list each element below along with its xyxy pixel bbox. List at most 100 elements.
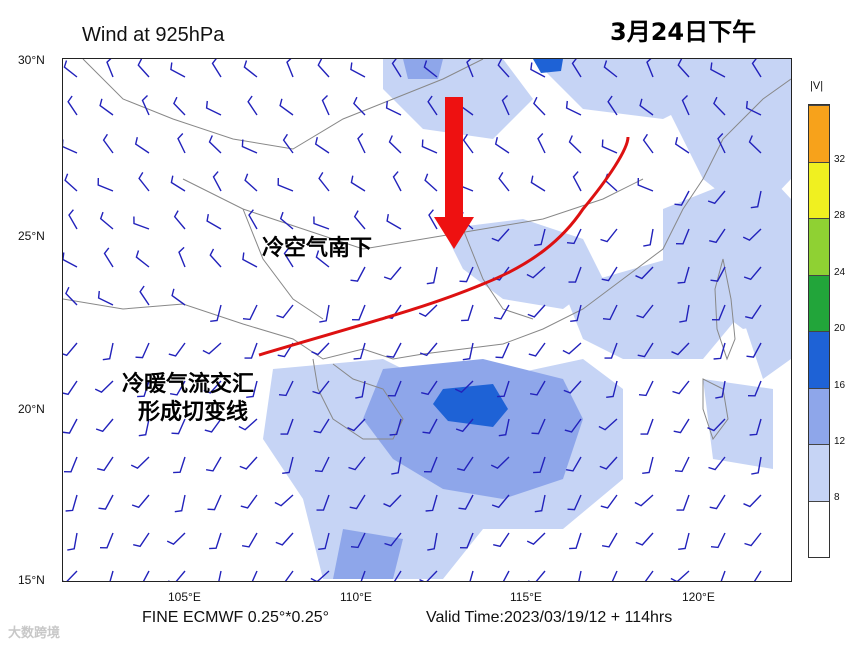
wind-barb xyxy=(751,456,762,475)
wind-barb xyxy=(141,95,150,116)
wind-barbs xyxy=(63,59,762,581)
wind-barb xyxy=(99,211,114,230)
wind-barb xyxy=(347,418,366,432)
wind-barb xyxy=(316,494,330,511)
wind-barb xyxy=(243,60,258,78)
country-borders xyxy=(63,59,791,441)
wind-barb xyxy=(600,494,618,509)
wind-barb xyxy=(459,532,474,549)
wind-barb xyxy=(634,494,654,507)
wind-barb xyxy=(526,266,546,279)
lon-label: 120°E xyxy=(682,590,715,604)
wind-barb xyxy=(497,59,510,78)
wind-barb xyxy=(135,250,150,268)
wind-barb xyxy=(529,380,546,396)
wind-barb xyxy=(674,137,690,154)
wind-barb xyxy=(708,456,726,471)
wind-barb xyxy=(427,532,438,551)
wind-barb xyxy=(530,175,546,192)
wind-barb xyxy=(204,418,222,433)
wind-barb xyxy=(531,418,546,435)
colorbar-label: 20 xyxy=(834,323,846,334)
wind-barb xyxy=(63,252,78,268)
wind-barb xyxy=(715,380,726,399)
wind-barb xyxy=(639,98,654,116)
wind-barb xyxy=(314,137,330,154)
wind-barb xyxy=(171,418,186,435)
wind-barb xyxy=(742,228,762,241)
wind-barb xyxy=(63,139,78,154)
wind-barb xyxy=(353,96,366,116)
wind-barb xyxy=(274,494,294,507)
wind-barb xyxy=(493,532,510,548)
wind-barb xyxy=(389,418,402,436)
wind-barb xyxy=(239,456,258,470)
wind-barb xyxy=(134,137,150,154)
map-frame xyxy=(62,58,792,582)
wind-barb xyxy=(498,172,510,192)
colorbar-segment xyxy=(809,500,829,557)
wind-barb xyxy=(424,173,438,192)
shear-line xyxy=(258,136,630,357)
wind-barb xyxy=(99,98,114,116)
wind-barb xyxy=(744,532,762,547)
wind-barb xyxy=(353,210,366,230)
wind-barb xyxy=(313,418,330,434)
wind-barb xyxy=(65,494,78,512)
wind-barb xyxy=(498,418,510,437)
wind-barb xyxy=(707,190,726,205)
wind-barb xyxy=(65,286,78,306)
wind-barb xyxy=(242,252,258,268)
wind-barb xyxy=(350,175,366,192)
wind-barb xyxy=(461,304,474,322)
wind-barb xyxy=(426,266,438,285)
wind-barb xyxy=(311,342,330,356)
wind-barb xyxy=(750,190,762,209)
wind-barb xyxy=(709,494,726,510)
wind-barb xyxy=(177,133,186,154)
wind-barb xyxy=(315,250,330,268)
wind-barb xyxy=(681,95,690,116)
wind-barb xyxy=(643,228,654,247)
wind-barb xyxy=(248,209,258,230)
wind-barb xyxy=(675,228,690,245)
wind-barb xyxy=(98,494,114,510)
wind-barb xyxy=(567,494,582,511)
wind-barb xyxy=(277,177,294,192)
wind-barb xyxy=(384,532,402,547)
wind-barb xyxy=(421,139,438,154)
wind-barb xyxy=(607,95,618,116)
wind-barb xyxy=(166,532,186,545)
wind-barb xyxy=(209,248,222,268)
cold-air-arrow xyxy=(434,97,474,249)
wind-barb xyxy=(679,304,690,323)
wind-barb xyxy=(570,304,582,322)
wind-barb xyxy=(527,304,546,318)
wind-barb xyxy=(168,570,186,581)
wind-barb xyxy=(637,342,654,358)
wind-barb xyxy=(578,570,582,581)
wind-barb xyxy=(99,532,114,549)
wind-barb xyxy=(275,532,294,546)
wind-barb xyxy=(350,532,366,549)
wind-barb xyxy=(67,95,78,116)
wind-barb xyxy=(63,342,78,357)
wind-barb xyxy=(743,494,762,508)
wind-barb xyxy=(601,532,618,548)
wind-barb xyxy=(348,456,366,471)
wind-barb xyxy=(743,266,762,281)
wind-barb xyxy=(282,456,294,474)
colorbar-label: 32 xyxy=(834,154,846,165)
wind-barb xyxy=(749,418,762,436)
wind-barb xyxy=(598,418,618,431)
wind-barb xyxy=(462,342,474,361)
wind-barb xyxy=(314,456,330,473)
wind-barb xyxy=(94,380,114,393)
wind-barb xyxy=(391,59,402,78)
colorbar xyxy=(808,104,830,558)
wind-barb xyxy=(423,456,438,473)
wind-barb xyxy=(178,246,186,268)
wind-barb xyxy=(279,98,294,116)
wind-barb xyxy=(745,304,762,320)
wind-barb xyxy=(604,342,618,359)
